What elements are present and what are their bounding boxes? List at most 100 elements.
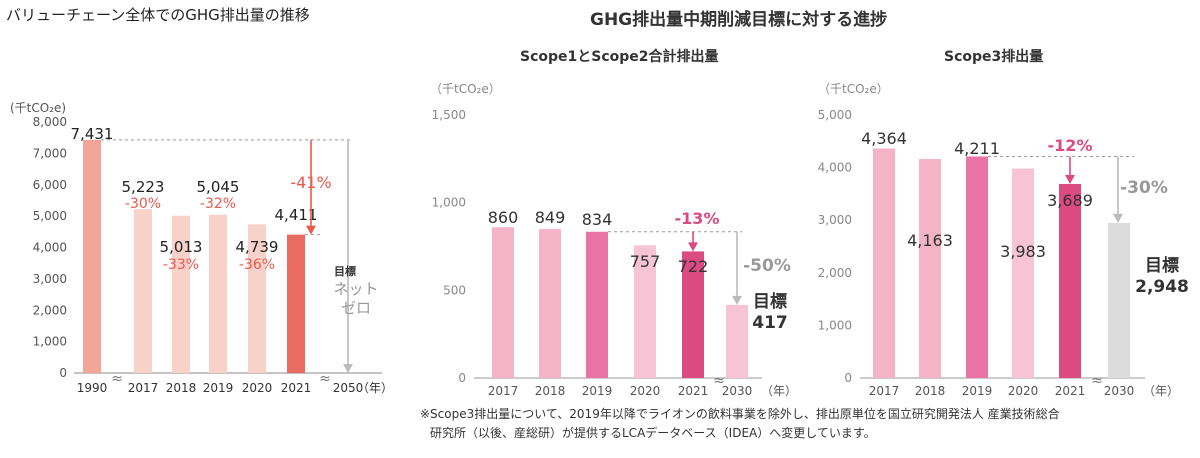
left-y-tick-label: 8,000 <box>33 115 67 129</box>
middle-value-label: 849 <box>535 208 566 227</box>
right-axis-break: ≈ <box>1091 373 1103 389</box>
right-x-tick-label: 2017 <box>869 384 900 398</box>
right-axis-unit: （千tCO₂e） <box>818 82 889 96</box>
middle-y-tick-label: 0 <box>458 371 466 385</box>
right-y-tick-label: 2,000 <box>818 266 852 280</box>
footnote-line-2: 研究所（以後、産総研）が提供するLCAデータベース（IDEA）へ変更しています。 <box>430 426 876 440</box>
middle-x-tick-label: 2030 <box>722 384 753 398</box>
left-target-text-2: ゼロ <box>341 299 371 317</box>
middle-bar-2017 <box>492 227 514 378</box>
left-x-tick-label: 1990 <box>77 381 108 395</box>
left-value-label: 5,045 <box>197 178 240 196</box>
right-bar-2017 <box>873 148 895 378</box>
middle-axis-unit: （千tCO₂e） <box>430 82 501 96</box>
left-bar-1990 <box>83 139 101 373</box>
left-y-tick-label: 7,000 <box>33 146 67 160</box>
left-y-tick-label: 0 <box>59 366 67 380</box>
middle-target-value: 417 <box>752 313 788 333</box>
right-x-tick-label: 2019 <box>962 384 993 398</box>
right-y-tick-label: 4,000 <box>818 161 852 175</box>
right-target-label: 目標 <box>1145 255 1179 276</box>
right-chart-subtitle: Scope3排出量 <box>944 49 1044 65</box>
left-bar-2019 <box>209 214 227 373</box>
left-value-label: 7,431 <box>71 125 114 143</box>
middle-x-tick-label: 2020 <box>630 384 661 398</box>
left-reduction-label: -41% <box>290 173 331 192</box>
right-y-tick-label: 5,000 <box>818 108 852 122</box>
left-bar-2017 <box>134 209 152 373</box>
left-x-tick-label: 2018 <box>166 381 197 395</box>
right-y-tick-label: 1,000 <box>818 318 852 332</box>
middle-reduction-label: -13% <box>675 209 720 228</box>
right-bar-2021 <box>1059 183 1081 378</box>
middle-bar-2020 <box>634 245 656 378</box>
middle-year-unit: （年） <box>761 384 797 398</box>
left-bar-2021 <box>287 234 305 373</box>
right-bar-2019 <box>966 156 988 378</box>
right-value-label: 4,364 <box>861 129 907 148</box>
left-netzero-arrow-head <box>343 364 353 373</box>
left-value-label: 4,411 <box>275 206 318 224</box>
right-reduction-label: -12% <box>1048 136 1093 155</box>
progress-section-title: GHG排出量中期削減目標に対する進捗 <box>590 10 888 30</box>
left-bar-2020 <box>248 224 266 373</box>
left-x-tick-label: 2021 <box>281 381 312 395</box>
left-year-unit: （年） <box>357 381 393 395</box>
left-pct-label: -30% <box>125 196 161 212</box>
right-bar-2030 <box>1108 222 1130 378</box>
right-y-tick-label: 0 <box>844 371 852 385</box>
middle-x-tick-label: 2019 <box>582 384 613 398</box>
middle-value-label: 860 <box>488 208 519 227</box>
right-value-label: 4,211 <box>954 139 1000 158</box>
middle-bar-2030 <box>726 304 748 378</box>
middle-value-label: 722 <box>678 257 709 276</box>
left-y-tick-label: 2,000 <box>33 303 67 317</box>
middle-reduction-arrow-head <box>688 242 698 252</box>
right-reduction-arrow-head <box>1065 174 1075 184</box>
left-chart-title: バリューチェーン全体でのGHG排出量の推移 <box>6 6 310 24</box>
middle-y-tick-label: 500 <box>443 283 466 297</box>
right-x-tick-label: 2030 <box>1104 384 1135 398</box>
middle-axis-break: ≈ <box>713 373 725 389</box>
left-pct-label: -33% <box>163 257 199 273</box>
left-axis-unit: (千tCO₂e) <box>10 101 66 115</box>
left-value-label: 4,739 <box>236 238 279 256</box>
left-target-text-1: ネット <box>333 280 378 298</box>
middle-x-tick-label: 2018 <box>535 384 566 398</box>
right-x-tick-label: 2020 <box>1008 384 1039 398</box>
middle-target-arrow-head <box>732 295 742 305</box>
middle-target-reduction-label: -50% <box>743 256 791 276</box>
left-value-label: 5,013 <box>160 238 203 256</box>
left-y-tick-label: 3,000 <box>33 272 67 286</box>
left-pct-label: -32% <box>200 196 236 212</box>
left-y-tick-label: 1,000 <box>33 335 67 349</box>
left-pct-label: -36% <box>239 257 275 273</box>
left-y-tick-label: 4,000 <box>33 241 67 255</box>
middle-y-tick-label: 1,000 <box>432 196 466 210</box>
middle-y-tick-label: 1,500 <box>432 108 466 122</box>
right-year-unit: （年） <box>1143 384 1179 398</box>
left-x-tick-label: 2050 <box>333 381 364 395</box>
middle-bar-2021 <box>682 251 704 378</box>
middle-bar-2018 <box>539 229 561 378</box>
left-y-tick-label: 5,000 <box>33 209 67 223</box>
right-target-value: 2,948 <box>1135 277 1189 297</box>
middle-value-label: 757 <box>630 252 661 271</box>
right-x-tick-label: 2021 <box>1055 384 1086 398</box>
left-reduction-arrow-head <box>306 225 316 235</box>
right-target-arrow-head <box>1113 213 1123 223</box>
left-bar-2018 <box>172 215 190 373</box>
footnote-line-1: ※Scope3排出量について、2019年以降でライオンの飲料事業を除外し、排出原… <box>420 407 1060 421</box>
left-axis-break-2: ≈ <box>319 371 331 387</box>
right-bar-2018 <box>919 159 941 378</box>
middle-chart-subtitle: Scope1とScope2合計排出量 <box>520 49 719 65</box>
right-y-tick-label: 3,000 <box>818 213 852 227</box>
left-axis-break-1: ≈ <box>111 371 123 387</box>
left-value-label: 5,223 <box>122 178 165 196</box>
left-x-tick-label: 2020 <box>242 381 273 395</box>
middle-value-label: 834 <box>582 210 613 229</box>
right-bar-2020 <box>1012 168 1034 378</box>
left-y-tick-label: 6,000 <box>33 178 67 192</box>
right-value-label: 3,689 <box>1047 191 1093 210</box>
right-x-tick-label: 2018 <box>915 384 946 398</box>
